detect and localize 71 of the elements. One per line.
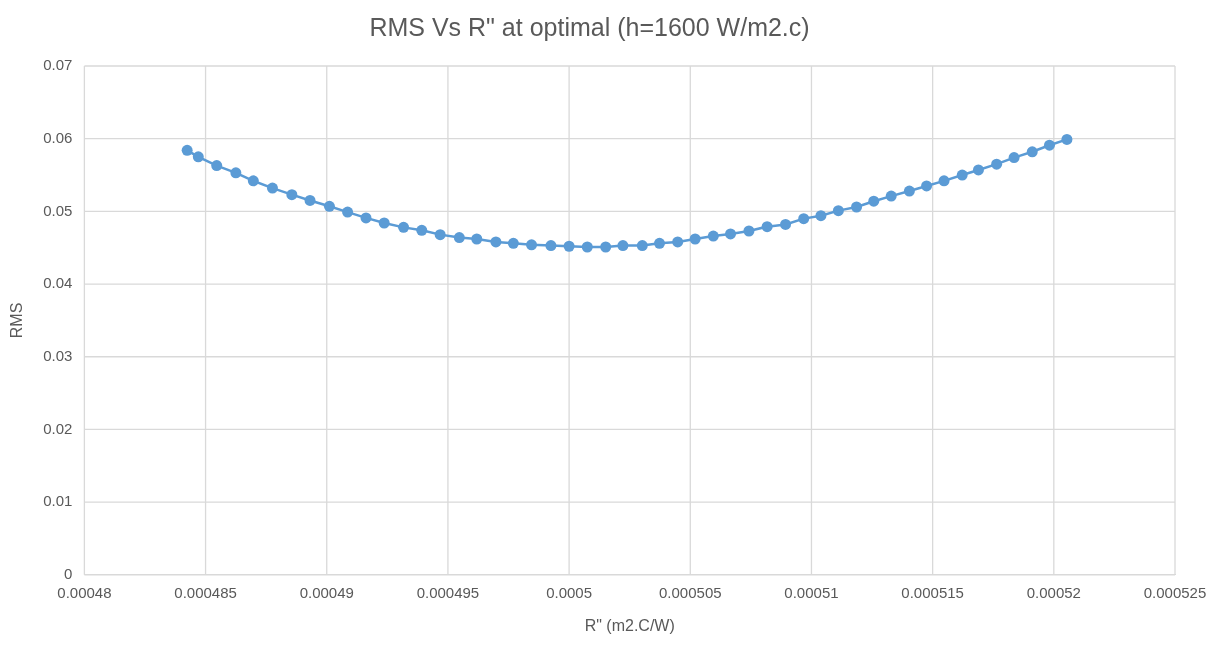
point bbox=[832, 205, 844, 217]
point bbox=[991, 158, 1003, 170]
point bbox=[617, 240, 629, 252]
point bbox=[563, 240, 575, 252]
point bbox=[938, 175, 950, 187]
point bbox=[636, 240, 648, 252]
point bbox=[815, 210, 827, 222]
point bbox=[885, 190, 897, 202]
point bbox=[286, 189, 298, 201]
point bbox=[507, 237, 519, 249]
x-tick-label: 0.00049 bbox=[299, 583, 354, 601]
x-tick-label: 0.000515 bbox=[901, 583, 964, 601]
point bbox=[378, 217, 390, 229]
x-tick-label: 0.000505 bbox=[659, 583, 722, 601]
point bbox=[972, 164, 984, 176]
point bbox=[761, 221, 773, 233]
point bbox=[798, 213, 810, 225]
x-tick-label: 0.00051 bbox=[784, 583, 839, 601]
point bbox=[434, 229, 446, 241]
point bbox=[725, 228, 737, 240]
point bbox=[342, 206, 354, 218]
point bbox=[868, 195, 880, 207]
chart-title: RMS Vs R" at optimal (h=1600 W/m2.c) bbox=[369, 12, 810, 41]
point bbox=[545, 240, 557, 252]
point bbox=[398, 221, 410, 233]
point bbox=[1043, 139, 1055, 151]
y-tick-label: 0 bbox=[64, 564, 73, 582]
point bbox=[1026, 146, 1038, 158]
point bbox=[471, 233, 483, 245]
y-tick-label: 0.01 bbox=[43, 492, 73, 510]
point bbox=[304, 194, 316, 206]
point bbox=[230, 167, 242, 179]
x-axis-title: R" (m2.C/W) bbox=[584, 616, 675, 634]
point bbox=[851, 201, 863, 213]
y-tick-label: 0.03 bbox=[43, 346, 73, 364]
x-tick-label: 0.000525 bbox=[1143, 583, 1207, 601]
x-tick-label: 0.000495 bbox=[416, 583, 480, 601]
x-tick-label: 0.0005 bbox=[546, 583, 593, 601]
point bbox=[672, 236, 684, 248]
point bbox=[247, 175, 259, 187]
y-tick-label: 0.02 bbox=[43, 419, 73, 437]
x-tick-label: 0.000485 bbox=[174, 583, 237, 601]
y-tick-label: 0.07 bbox=[43, 56, 73, 74]
point bbox=[903, 185, 915, 197]
point bbox=[743, 225, 755, 237]
y-tick-label: 0.05 bbox=[43, 201, 73, 219]
point bbox=[266, 182, 278, 194]
point bbox=[526, 239, 538, 251]
point bbox=[416, 224, 428, 236]
point bbox=[707, 230, 719, 242]
point bbox=[956, 169, 968, 181]
point bbox=[490, 236, 502, 248]
y-axis-title: RMS bbox=[8, 302, 26, 339]
point bbox=[211, 160, 223, 172]
point bbox=[780, 218, 792, 230]
point bbox=[1008, 152, 1020, 164]
point bbox=[181, 144, 193, 156]
point bbox=[192, 151, 204, 163]
x-tick-label: 0.00052 bbox=[1026, 583, 1081, 601]
x-tick-label: 0.00048 bbox=[57, 583, 112, 601]
point bbox=[360, 212, 372, 224]
point bbox=[654, 237, 666, 249]
y-tick-label: 0.06 bbox=[43, 128, 73, 146]
point bbox=[921, 180, 933, 192]
point bbox=[323, 200, 335, 212]
point bbox=[581, 241, 593, 253]
y-tick-label: 0.04 bbox=[43, 274, 73, 292]
point bbox=[1061, 133, 1073, 145]
point bbox=[689, 233, 701, 245]
point bbox=[600, 241, 612, 253]
point bbox=[453, 232, 465, 244]
